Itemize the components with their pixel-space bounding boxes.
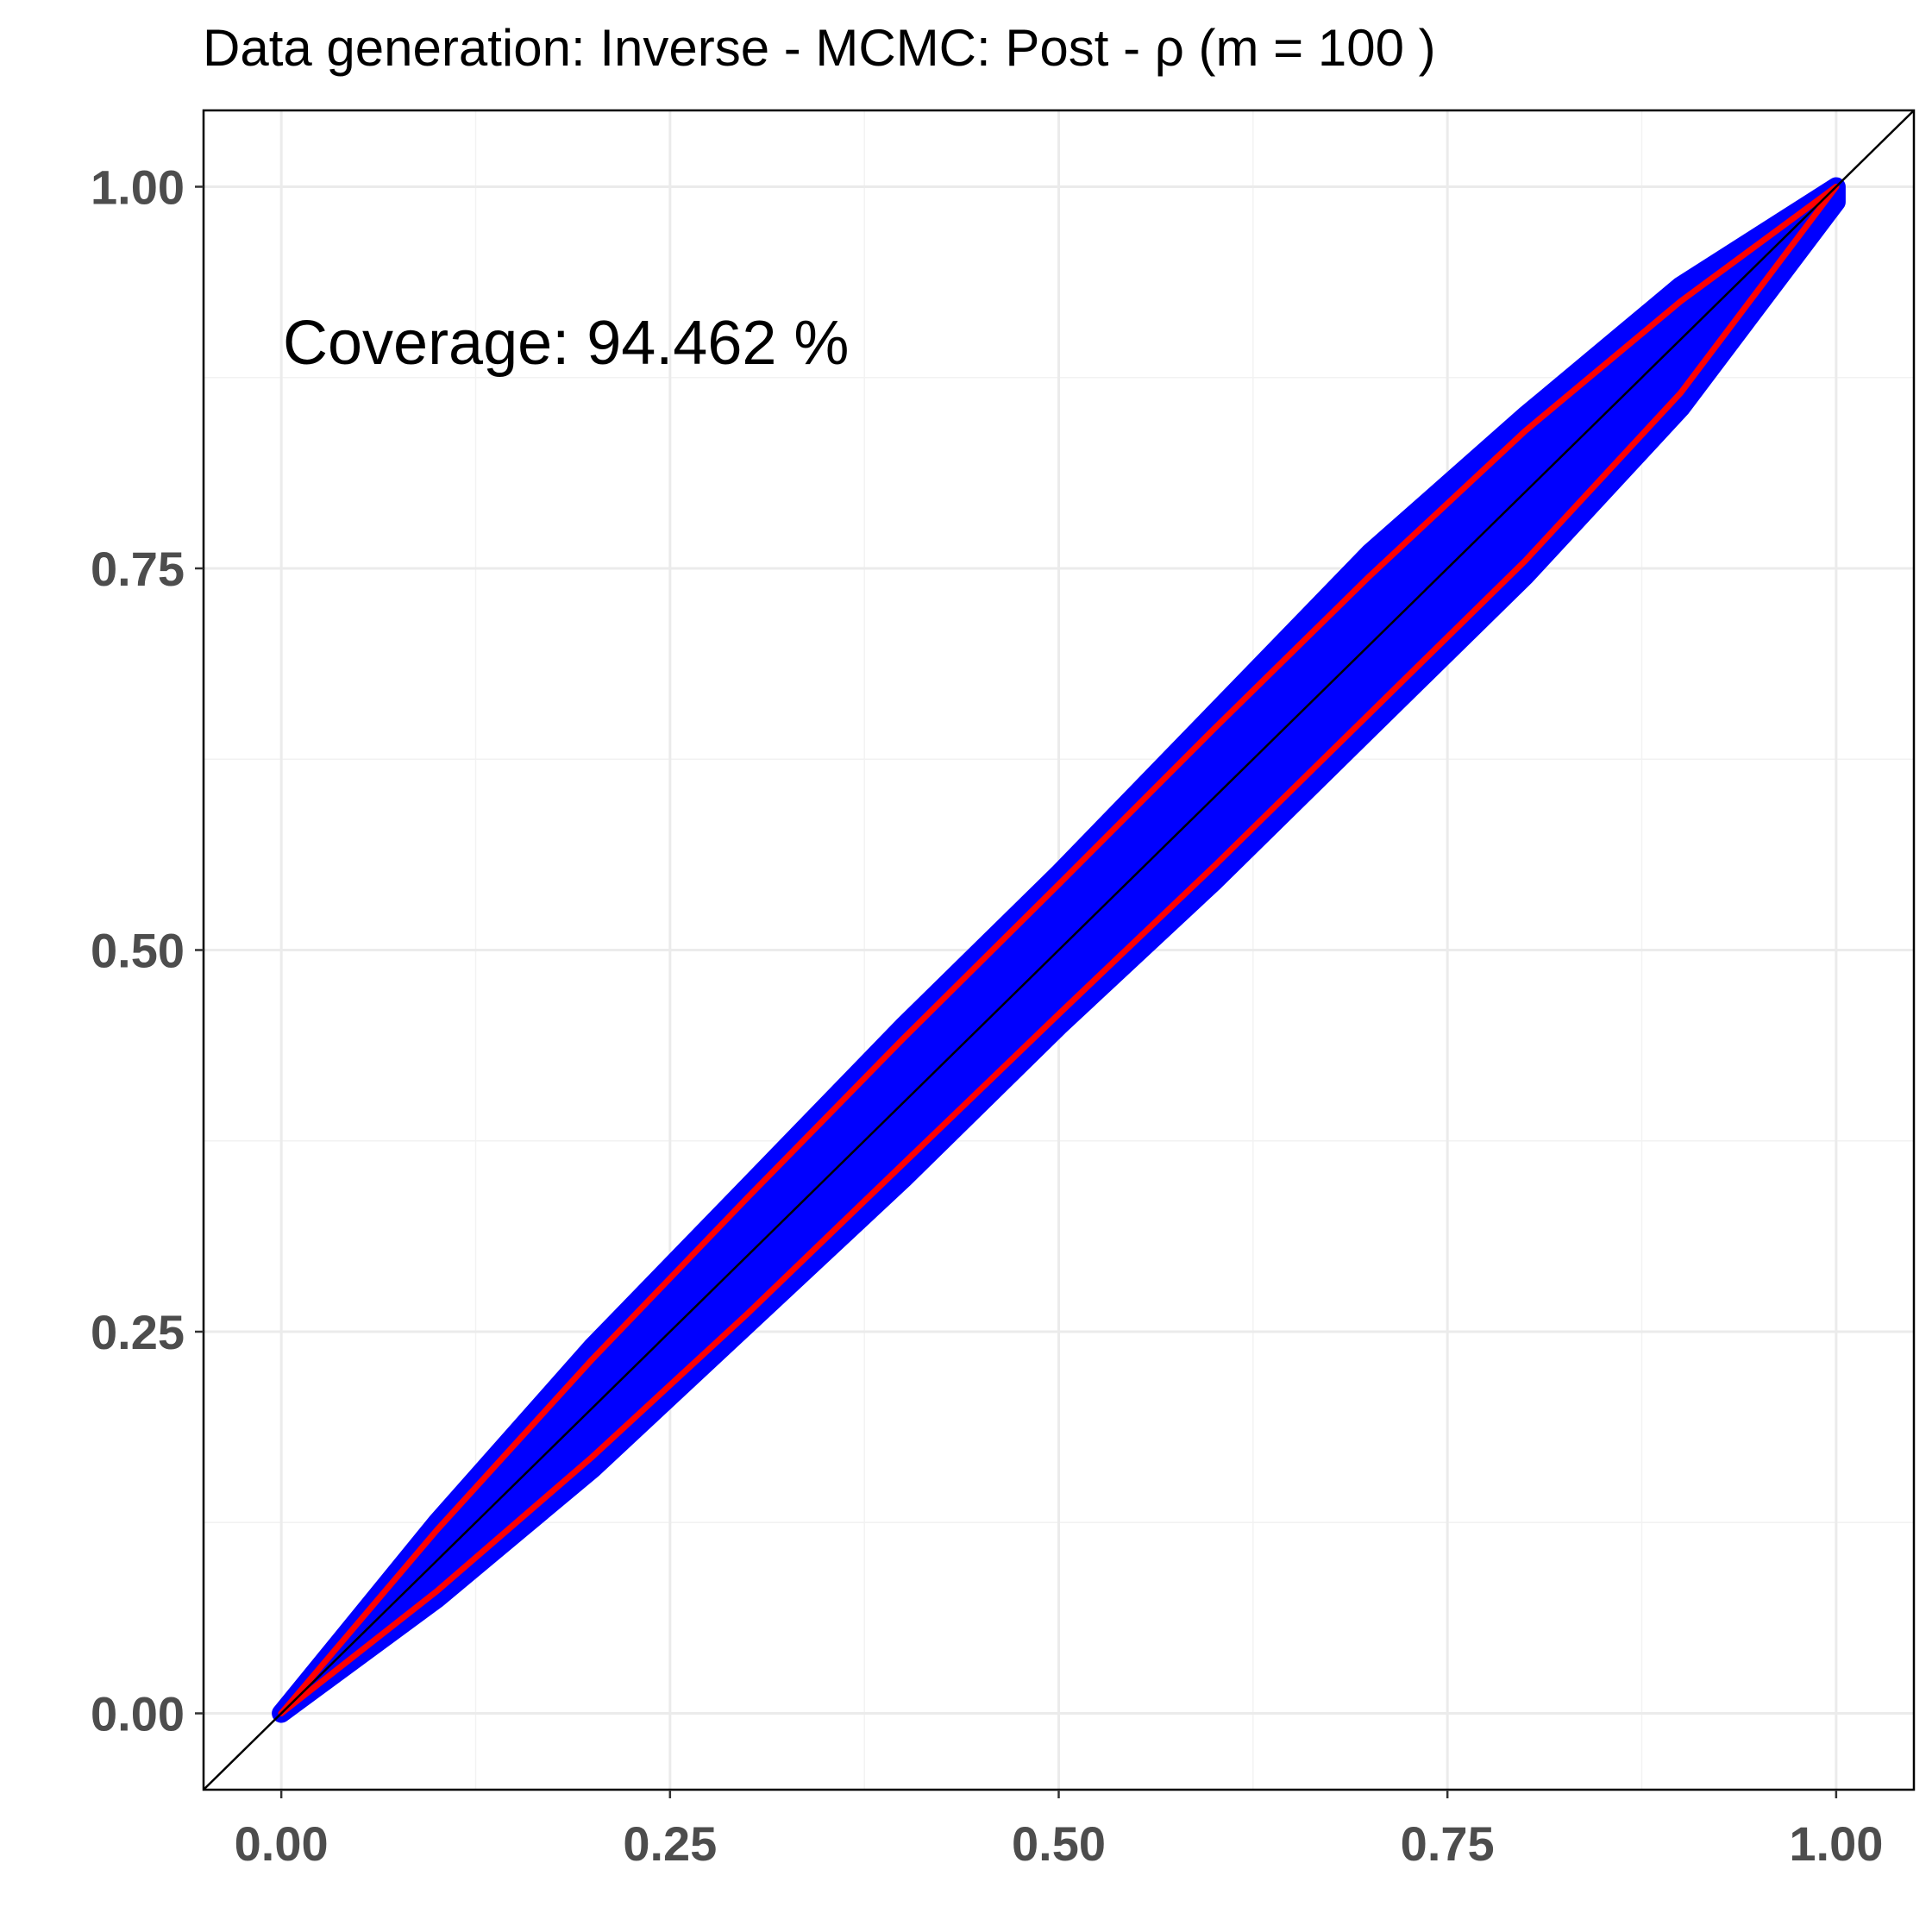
x-tick-label: 0.25 [623, 1816, 717, 1871]
x-tick-label: 0.00 [235, 1816, 329, 1871]
reference-line-layer [203, 110, 1915, 1791]
y-tick-label: 0.50 [91, 924, 185, 978]
y-tick-label: 0.25 [91, 1305, 185, 1359]
curve-upper [278, 184, 1840, 1716]
y-tick-label: 0.00 [91, 1687, 185, 1741]
coverage-annotation: Coverage: 94.462 % [283, 309, 849, 378]
x-tick-label: 1.00 [1789, 1816, 1883, 1871]
x-tick-label: 0.50 [1012, 1816, 1106, 1871]
curve-lower [278, 184, 1840, 1716]
y-axis: 0.00 0.25 0.50 0.75 1.00 [91, 160, 204, 1741]
chart-title: Data generation: Inverse - MCMC: Post - … [203, 19, 1436, 77]
identity-line [203, 110, 1915, 1791]
y-tick-label: 0.75 [91, 542, 185, 596]
curves-layer [278, 184, 1840, 1716]
x-tick-label: 0.75 [1401, 1816, 1495, 1871]
x-axis: 0.00 0.25 0.50 0.75 1.00 [235, 1790, 1883, 1871]
y-tick-label: 1.00 [91, 160, 185, 215]
